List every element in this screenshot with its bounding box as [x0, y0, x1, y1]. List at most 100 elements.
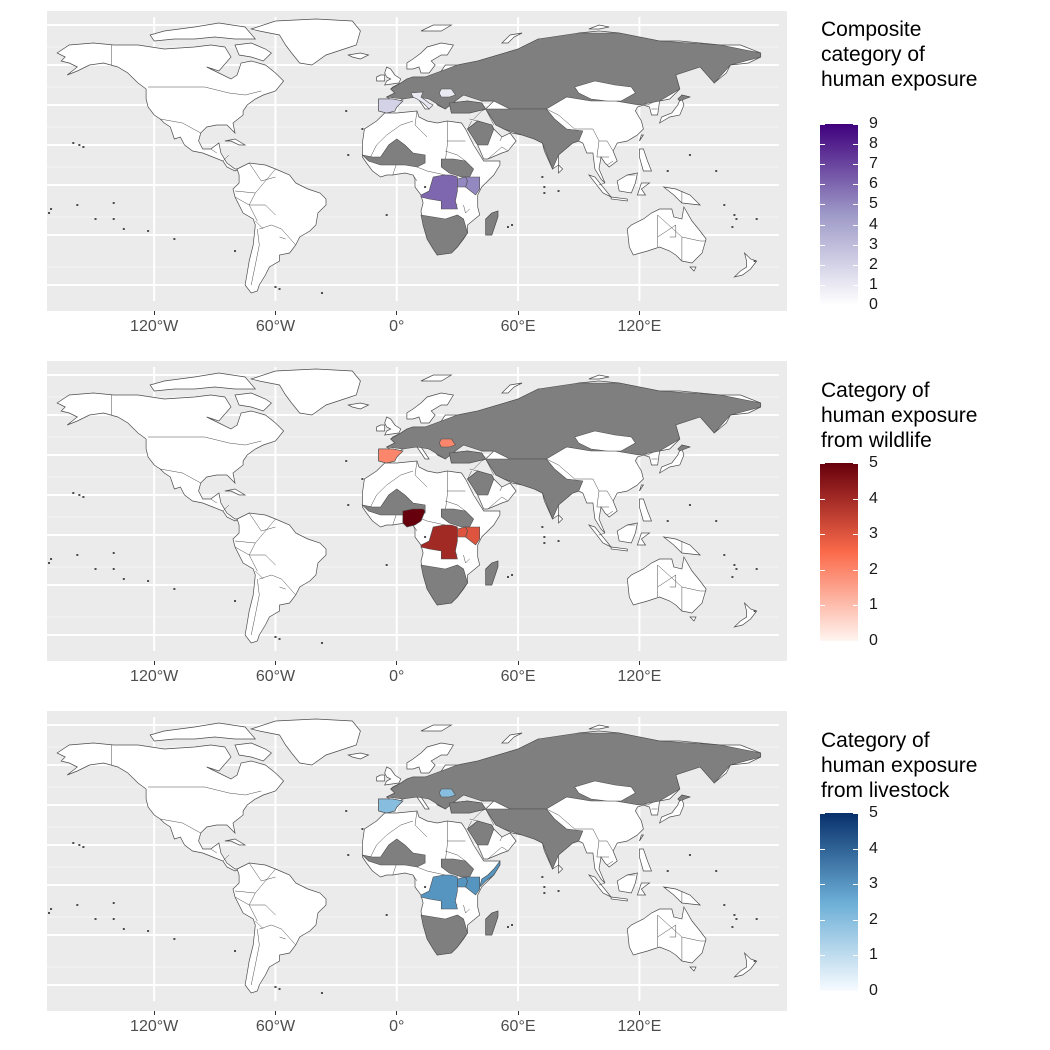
island	[345, 810, 348, 812]
island	[345, 460, 348, 462]
country-romania	[438, 438, 456, 448]
landmass-iceland	[347, 402, 370, 410]
island	[715, 170, 718, 172]
landmass-severnaya	[588, 724, 610, 730]
x-tick-mark	[396, 661, 398, 665]
legend-tick	[820, 204, 825, 206]
island	[50, 908, 53, 910]
country-border	[469, 818, 478, 822]
island	[543, 536, 546, 538]
country-border	[222, 854, 230, 862]
landmass-greenland	[249, 718, 361, 766]
island	[511, 924, 514, 926]
island	[543, 542, 546, 544]
country-border	[445, 471, 448, 512]
island	[733, 214, 736, 216]
legend-tick	[853, 569, 858, 571]
island	[72, 842, 75, 844]
country-border	[606, 160, 614, 166]
landmass-australia	[626, 205, 707, 264]
island	[715, 870, 718, 872]
no-data-country	[385, 32, 761, 110]
landmass-new-zealand	[733, 601, 758, 628]
legend-title-line: category of	[821, 43, 925, 66]
islands	[48, 110, 758, 294]
legend-tick	[853, 498, 858, 500]
island	[541, 876, 544, 878]
landmass-uk	[384, 66, 402, 86]
island	[506, 226, 509, 228]
landmass-sulawesi	[636, 882, 651, 896]
country-border	[148, 86, 262, 96]
country-uganda	[457, 526, 468, 538]
country-border	[463, 554, 470, 564]
island	[511, 574, 514, 576]
country-border	[445, 850, 466, 862]
legend-tick	[853, 244, 858, 246]
island	[424, 536, 427, 538]
landmass-java	[610, 196, 628, 202]
legend-title-line: Composite	[821, 18, 922, 41]
legend-tick	[820, 184, 825, 186]
country-border	[598, 532, 606, 536]
country-border	[160, 118, 201, 134]
country-dr-congo	[420, 174, 458, 210]
island	[557, 890, 560, 892]
legend-tick	[820, 569, 825, 571]
legend-tick-label: 8	[869, 135, 878, 153]
landmass-philippines	[639, 148, 653, 172]
island	[723, 904, 726, 906]
country-border	[368, 834, 387, 862]
legend-title-line: human exposure	[821, 754, 978, 777]
country-border	[469, 118, 478, 122]
legend-tick	[853, 463, 858, 464]
x-tick-mark	[638, 311, 640, 315]
legend-tick-label: 4	[869, 489, 878, 507]
country-border	[414, 110, 428, 138]
country-border	[255, 570, 264, 580]
island	[543, 192, 546, 194]
country-border	[386, 470, 414, 486]
country-border	[210, 498, 217, 504]
country-spain	[378, 448, 404, 464]
island	[48, 912, 51, 914]
country-border	[279, 236, 286, 240]
landmass-tasmania	[689, 266, 697, 272]
landmass-greenland	[249, 368, 361, 416]
island	[94, 568, 97, 570]
legend-tick	[820, 124, 825, 125]
island	[715, 520, 718, 522]
country-border	[546, 458, 614, 502]
x-tick-label: 120°E	[617, 318, 662, 335]
landmass-scandinavia	[406, 392, 454, 424]
legend-tick	[853, 144, 858, 146]
legend-tick	[820, 144, 825, 146]
island	[735, 218, 738, 220]
landmass-greenland	[249, 18, 361, 66]
country-border	[259, 574, 296, 596]
no-data-country	[420, 564, 468, 606]
country-border	[416, 866, 446, 876]
legend-tick	[853, 124, 858, 125]
x-tick-mark	[517, 1011, 519, 1015]
country-border	[222, 154, 230, 162]
legend-tick	[853, 884, 858, 886]
country-border	[148, 786, 262, 796]
landmass-severnaya	[588, 24, 610, 30]
landmass-uk	[384, 416, 402, 436]
legend-tick	[820, 463, 825, 464]
legend-tick	[820, 264, 825, 266]
country-border	[259, 924, 296, 946]
no-data-country	[467, 120, 495, 146]
x-tick-mark	[396, 311, 398, 315]
country-border	[234, 890, 256, 894]
island	[688, 854, 691, 856]
island	[753, 610, 756, 612]
island	[557, 190, 560, 192]
legend-tick	[820, 605, 825, 607]
country-border	[467, 820, 472, 830]
legend-tick	[820, 244, 825, 246]
legend-tick-label: 1	[869, 275, 878, 293]
landmass-sri-lanka	[558, 864, 564, 874]
island	[347, 504, 350, 506]
